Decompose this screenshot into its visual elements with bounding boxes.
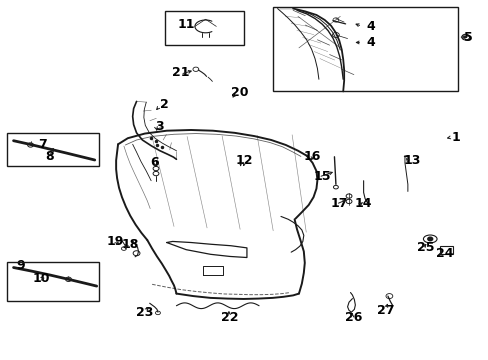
Text: 20: 20 — [230, 86, 248, 99]
Text: 19: 19 — [107, 235, 124, 248]
Text: 13: 13 — [403, 154, 420, 167]
Text: 17: 17 — [330, 197, 347, 210]
Text: 11: 11 — [177, 18, 195, 31]
Text: 6: 6 — [150, 156, 159, 168]
Text: 4: 4 — [366, 36, 374, 49]
Circle shape — [427, 237, 432, 241]
Text: 27: 27 — [376, 304, 393, 317]
Bar — [164, 12, 243, 45]
Text: 8: 8 — [45, 150, 54, 163]
Bar — [7, 262, 99, 301]
Text: 7: 7 — [38, 138, 47, 151]
Text: 26: 26 — [345, 311, 362, 324]
Text: 3: 3 — [155, 120, 163, 133]
Text: 22: 22 — [221, 311, 238, 324]
Text: 16: 16 — [303, 150, 321, 163]
Text: 9: 9 — [17, 259, 25, 272]
Text: 4: 4 — [366, 20, 374, 33]
Text: 24: 24 — [435, 247, 453, 260]
Text: 1: 1 — [451, 131, 459, 144]
Circle shape — [463, 36, 466, 38]
Text: 10: 10 — [32, 272, 50, 285]
Text: 12: 12 — [235, 154, 253, 167]
Text: 21: 21 — [171, 66, 189, 79]
Text: 23: 23 — [136, 306, 153, 319]
Text: 25: 25 — [416, 241, 434, 255]
Bar — [272, 7, 458, 91]
Bar — [439, 246, 452, 254]
Bar — [7, 133, 99, 166]
Text: 2: 2 — [160, 99, 168, 112]
Text: 14: 14 — [354, 197, 372, 210]
Text: 15: 15 — [313, 170, 330, 183]
Text: 5: 5 — [463, 31, 471, 44]
Text: 18: 18 — [122, 238, 139, 251]
